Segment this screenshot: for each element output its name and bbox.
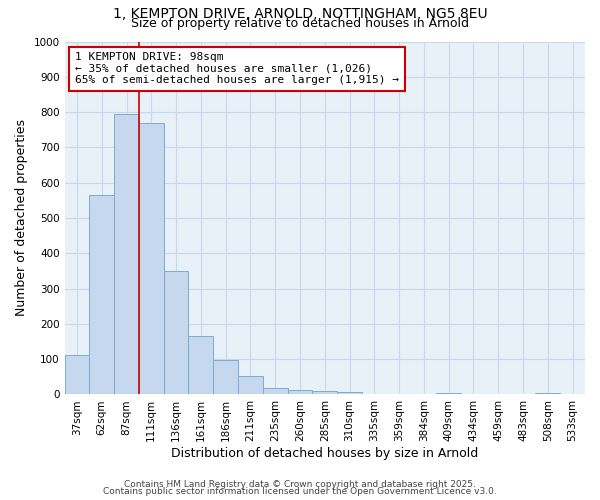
Bar xyxy=(89,195,114,394)
Bar xyxy=(287,390,313,394)
Text: 1, KEMPTON DRIVE, ARNOLD, NOTTINGHAM, NG5 8EU: 1, KEMPTON DRIVE, ARNOLD, NOTTINGHAM, NG… xyxy=(113,8,487,22)
Text: Size of property relative to detached houses in Arnold: Size of property relative to detached ho… xyxy=(131,18,469,30)
Bar xyxy=(436,392,461,394)
Bar xyxy=(535,392,560,394)
Bar xyxy=(213,360,238,394)
Bar xyxy=(238,376,263,394)
Y-axis label: Number of detached properties: Number of detached properties xyxy=(15,120,28,316)
Bar xyxy=(139,122,164,394)
X-axis label: Distribution of detached houses by size in Arnold: Distribution of detached houses by size … xyxy=(171,447,478,460)
Text: Contains HM Land Registry data © Crown copyright and database right 2025.: Contains HM Land Registry data © Crown c… xyxy=(124,480,476,489)
Bar xyxy=(337,392,362,394)
Bar xyxy=(263,388,287,394)
Bar xyxy=(164,271,188,394)
Text: 1 KEMPTON DRIVE: 98sqm
← 35% of detached houses are smaller (1,026)
65% of semi-: 1 KEMPTON DRIVE: 98sqm ← 35% of detached… xyxy=(75,52,399,86)
Bar xyxy=(114,114,139,394)
Bar xyxy=(313,391,337,394)
Bar xyxy=(188,336,213,394)
Bar xyxy=(65,354,89,395)
Text: Contains public sector information licensed under the Open Government Licence v3: Contains public sector information licen… xyxy=(103,487,497,496)
